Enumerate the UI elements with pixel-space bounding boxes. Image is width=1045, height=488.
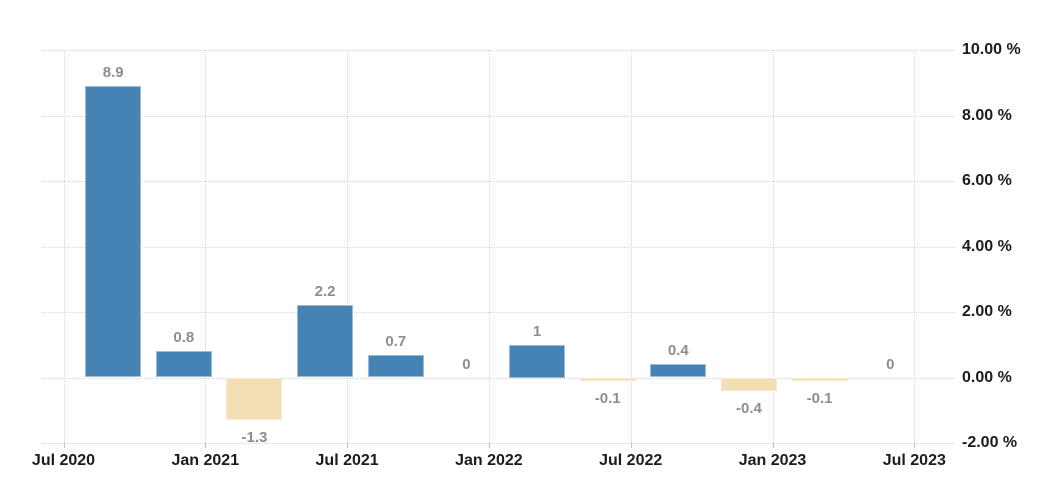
y-tick-label: 8.00 % (962, 106, 1012, 124)
bar-value-label: 0.8 (173, 329, 195, 347)
bar-value-label: -0.4 (736, 399, 762, 417)
bar[interactable] (720, 377, 777, 391)
x-tick-label: Jul 2022 (599, 452, 663, 469)
bar-value-label: -0.1 (806, 389, 833, 407)
x-axis-tick (347, 443, 349, 448)
x-tick-label: Jan 2021 (171, 452, 240, 469)
h-gridline (42, 246, 955, 248)
x-axis-tick (205, 443, 207, 448)
bar-value-label: 2.2 (314, 283, 336, 301)
x-tick-label: Jul 2021 (315, 452, 379, 469)
bar[interactable] (509, 344, 566, 378)
x-axis-tick (488, 443, 490, 448)
bar[interactable] (791, 377, 848, 381)
bar-value-label: 0 (886, 355, 895, 373)
x-axis-tick (914, 443, 916, 448)
y-tick-label: -2.00 % (962, 434, 1018, 451)
x-tick-label: Jan 2022 (455, 452, 523, 469)
y-tick-label: 10.00 % (962, 41, 1021, 58)
x-axis-tick (772, 443, 774, 448)
y-tick-label: 0.00 % (962, 368, 1012, 386)
bar[interactable] (579, 377, 636, 381)
bar[interactable] (650, 364, 707, 378)
y-tick-label: 6.00 % (962, 172, 1012, 189)
y-tick-label: 2.00 % (962, 303, 1012, 320)
h-gridline (42, 115, 955, 117)
v-gridline (205, 50, 207, 443)
bar[interactable] (297, 305, 354, 378)
v-gridline (488, 50, 490, 443)
h-gridline (42, 377, 955, 379)
v-gridline (630, 50, 632, 443)
bar[interactable] (85, 86, 142, 378)
bar-value-label: 1 (532, 322, 542, 340)
v-gridline (347, 50, 349, 443)
bar-value-label: 0.4 (667, 342, 689, 360)
bar-value-label: 0 (462, 355, 471, 373)
bar[interactable] (155, 351, 212, 378)
v-gridline (772, 50, 774, 443)
bar-value-label: -1.3 (241, 429, 268, 447)
v-gridline (914, 50, 916, 443)
x-tick-label: Jul 2020 (31, 452, 96, 469)
x-tick-label: Jul 2023 (882, 452, 946, 469)
h-gridline (42, 443, 955, 444)
bar-value-label: 0.7 (385, 332, 407, 350)
x-axis-tick (63, 443, 65, 448)
bar[interactable] (367, 354, 424, 378)
h-gridline (42, 312, 955, 313)
x-tick-label: Jan 2023 (738, 452, 807, 469)
v-gridline (63, 50, 65, 443)
h-gridline (42, 181, 955, 182)
h-gridline (42, 50, 955, 51)
y-tick-label: 4.00 % (962, 237, 1012, 255)
bar[interactable] (226, 377, 283, 421)
bar-value-label: -0.1 (594, 389, 621, 407)
x-axis-tick (630, 443, 632, 448)
bar-value-label: 8.9 (102, 64, 124, 82)
